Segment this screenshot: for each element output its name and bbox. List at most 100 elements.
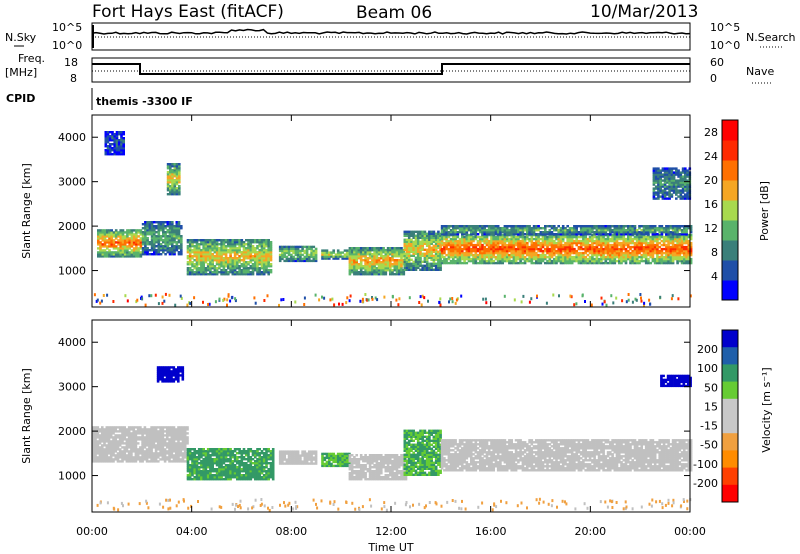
range-cell bbox=[215, 267, 219, 270]
range-cell bbox=[414, 266, 418, 269]
range-cell bbox=[591, 241, 594, 245]
range-cell bbox=[496, 245, 500, 249]
range-cell bbox=[535, 255, 538, 259]
range-cell bbox=[209, 239, 212, 242]
range-cell bbox=[555, 235, 558, 239]
range-cell bbox=[586, 243, 590, 247]
range-cell bbox=[166, 249, 170, 252]
range-cell bbox=[494, 257, 498, 261]
range-cell bbox=[416, 256, 420, 259]
range-cell bbox=[308, 245, 311, 249]
range-cell bbox=[249, 273, 253, 276]
range-cell bbox=[445, 257, 448, 261]
range-cell bbox=[188, 241, 192, 244]
range-cell bbox=[97, 243, 100, 246]
range-cell bbox=[97, 237, 100, 240]
range-cell bbox=[98, 434, 102, 437]
range-cell bbox=[416, 250, 420, 253]
range-cell bbox=[281, 251, 284, 255]
range-cell bbox=[240, 269, 244, 272]
range-cell bbox=[153, 249, 156, 252]
range-cell bbox=[519, 225, 522, 228]
range-cell bbox=[364, 249, 367, 252]
range-cell bbox=[128, 243, 131, 246]
range-cell bbox=[117, 233, 120, 236]
range-cell bbox=[211, 253, 214, 256]
range-cell bbox=[535, 261, 538, 265]
range-cell bbox=[296, 251, 300, 255]
range-cell bbox=[454, 235, 457, 239]
y-tick-label: 3000 bbox=[58, 176, 86, 189]
range-cell bbox=[456, 241, 460, 245]
range-cell bbox=[651, 225, 655, 228]
range-cell bbox=[328, 251, 331, 254]
near-range-echo bbox=[670, 297, 673, 301]
range-cell bbox=[559, 259, 563, 263]
range-cell bbox=[343, 249, 347, 252]
noise-tick-left-bottom: 10^0 bbox=[52, 39, 82, 52]
range-cell bbox=[159, 245, 163, 248]
range-cell bbox=[249, 247, 253, 250]
range-cell bbox=[269, 253, 273, 256]
range-cell bbox=[447, 253, 451, 257]
range-cell bbox=[106, 233, 109, 236]
range-cell bbox=[157, 233, 161, 236]
range-cell bbox=[171, 223, 174, 226]
range-cell bbox=[145, 448, 149, 451]
range-cell bbox=[526, 253, 529, 257]
range-cell bbox=[103, 448, 106, 451]
range-cell bbox=[155, 235, 158, 238]
range-cell bbox=[108, 231, 111, 234]
range-cell bbox=[476, 241, 480, 245]
range-cell bbox=[186, 273, 190, 276]
range-cell bbox=[463, 251, 466, 255]
range-cell bbox=[428, 254, 431, 257]
range-cell bbox=[535, 245, 538, 249]
range-cell bbox=[496, 251, 500, 255]
range-cell bbox=[414, 248, 418, 251]
range-cell bbox=[141, 251, 145, 254]
range-cell bbox=[314, 251, 318, 255]
range-cell bbox=[384, 257, 388, 260]
range-cell bbox=[101, 245, 105, 248]
range-cell bbox=[364, 261, 367, 264]
range-cell bbox=[403, 252, 407, 255]
range-cell bbox=[218, 255, 221, 258]
range-cell bbox=[260, 245, 264, 248]
range-cell bbox=[550, 243, 554, 247]
range-cell bbox=[353, 269, 356, 272]
range-cell bbox=[377, 249, 381, 252]
range-cell bbox=[458, 255, 462, 259]
range-cell bbox=[494, 261, 498, 265]
range-cell bbox=[106, 229, 109, 232]
range-cell bbox=[118, 434, 122, 437]
range-cell bbox=[247, 249, 250, 252]
range-cell bbox=[195, 241, 199, 244]
range-cell bbox=[157, 241, 161, 244]
near-range-echo bbox=[600, 296, 603, 300]
range-cell bbox=[437, 244, 440, 247]
range-cell bbox=[548, 243, 552, 247]
range-cell bbox=[437, 246, 440, 249]
range-cell bbox=[400, 253, 403, 256]
range-cell bbox=[99, 247, 102, 250]
range-cell bbox=[604, 225, 608, 228]
near-range-echo bbox=[569, 294, 572, 298]
near-range-echo bbox=[485, 301, 488, 305]
range-cell bbox=[123, 249, 127, 252]
range-cell bbox=[296, 257, 300, 261]
range-cell bbox=[159, 247, 163, 250]
range-cell bbox=[211, 257, 214, 260]
range-cell bbox=[555, 255, 558, 259]
range-cell bbox=[254, 249, 257, 252]
range-cell bbox=[487, 247, 491, 251]
range-cell bbox=[512, 261, 516, 265]
range-cell bbox=[180, 237, 183, 240]
range-cell bbox=[519, 245, 522, 249]
range-cell bbox=[561, 255, 565, 259]
range-cell bbox=[366, 269, 370, 272]
range-cell bbox=[236, 259, 239, 262]
range-cell bbox=[177, 237, 181, 240]
range-cell bbox=[440, 237, 444, 241]
noise-tick-right-top: 10^5 bbox=[710, 21, 740, 34]
